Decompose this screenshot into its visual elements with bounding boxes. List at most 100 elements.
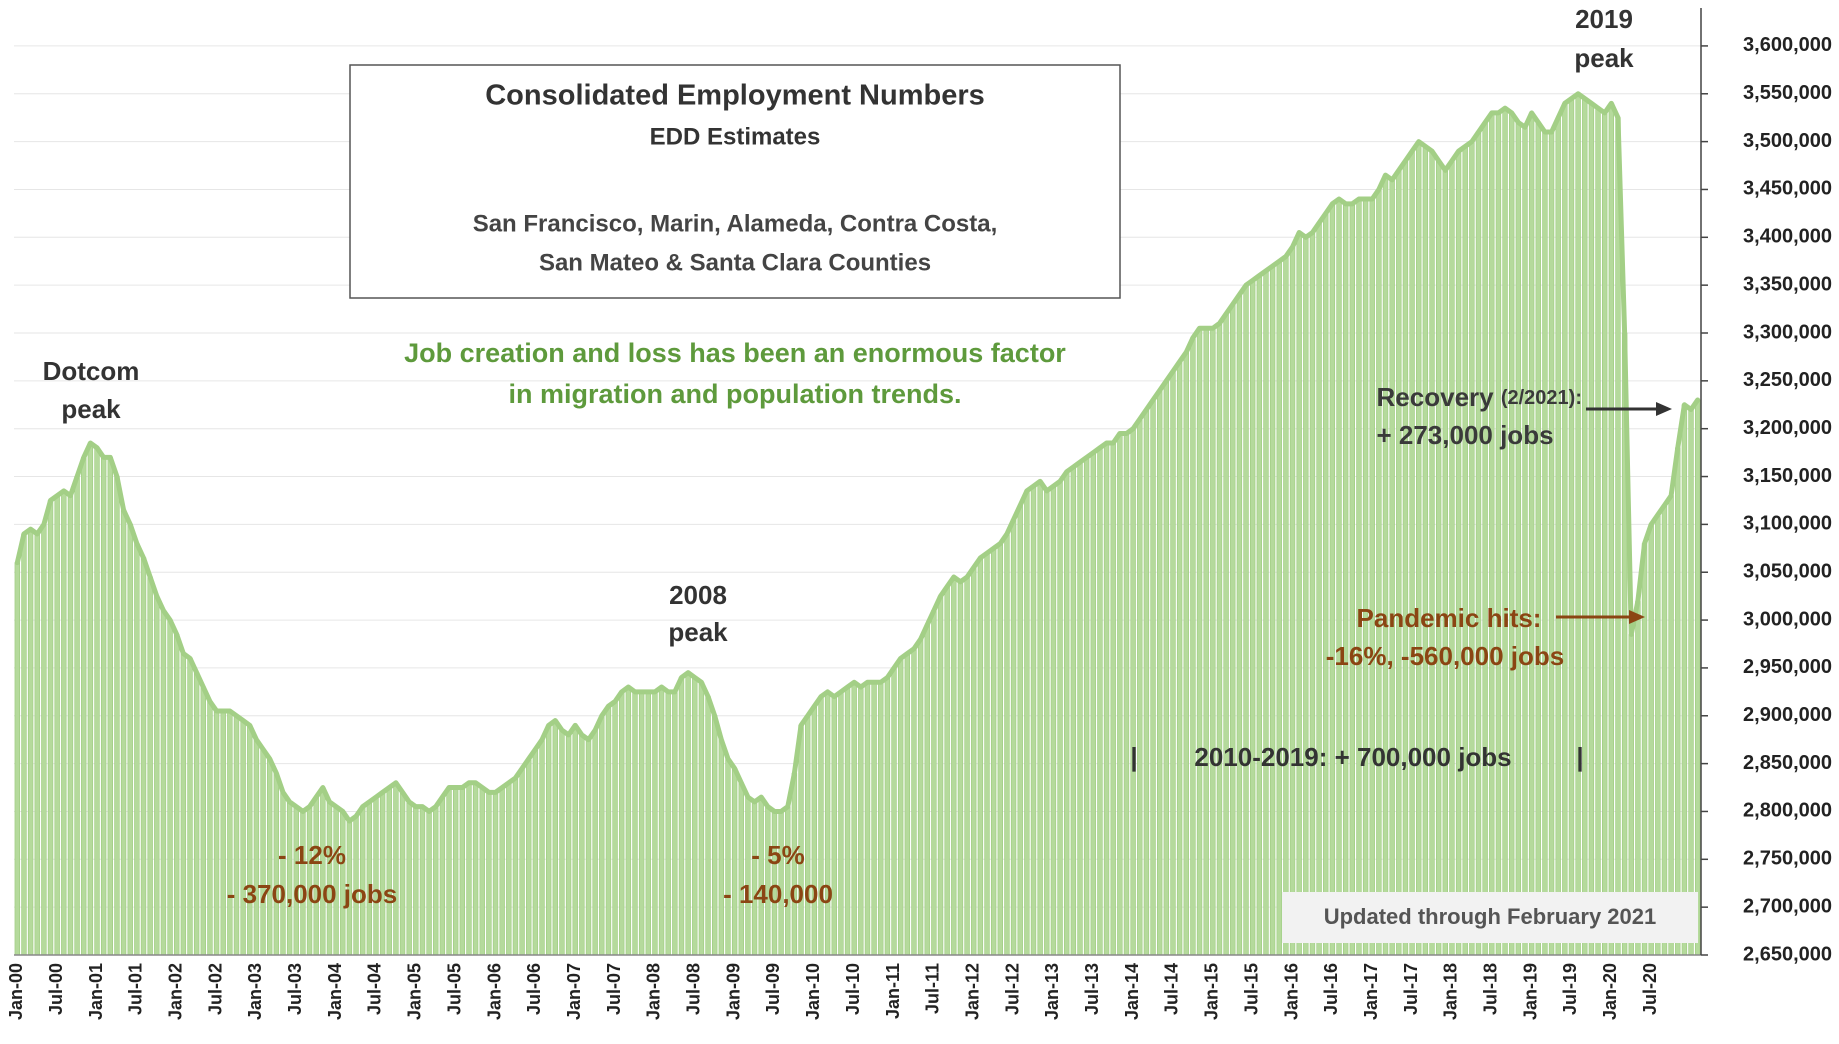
bar [486, 792, 492, 956]
y-tick-label: 3,500,000 [1743, 130, 1832, 152]
bar [87, 442, 94, 956]
bar [247, 725, 253, 956]
bar [213, 710, 220, 956]
bar [373, 796, 379, 956]
bar [1176, 361, 1183, 956]
annotation: peak [668, 617, 728, 647]
bar [1163, 380, 1170, 956]
bar [260, 748, 266, 956]
x-tick-label: Jan-16 [1281, 963, 1301, 1020]
bar [917, 638, 924, 956]
bar [399, 792, 406, 956]
bar [572, 725, 578, 956]
bar [1495, 112, 1502, 956]
x-tick-label: Jul-07 [604, 963, 624, 1015]
bar [678, 677, 685, 956]
bar [971, 567, 977, 956]
bar [579, 734, 585, 956]
bar [1083, 457, 1090, 956]
bar [599, 715, 605, 956]
bar [227, 710, 233, 956]
bar [1356, 198, 1362, 956]
bar [565, 734, 572, 956]
headline: in migration and population trends. [509, 379, 962, 409]
chart-title: Consolidated Employment Numbers [485, 80, 985, 112]
bar [100, 457, 107, 956]
annotation: 2010-2019: + 700,000 jobs [1194, 742, 1511, 772]
bar [931, 610, 937, 956]
bar [1037, 481, 1043, 956]
updated-box [1282, 892, 1698, 943]
trend-line [14, 91, 1701, 824]
bar [1648, 524, 1654, 956]
bar [864, 681, 871, 956]
bar [612, 701, 618, 956]
bar [605, 705, 612, 956]
bar [1044, 490, 1050, 956]
bar [559, 729, 565, 956]
bar [1535, 122, 1541, 956]
bar [1157, 390, 1163, 956]
bar [154, 595, 160, 956]
bar [127, 524, 133, 956]
x-tick-label: Jan-09 [723, 963, 743, 1020]
bar [937, 595, 944, 956]
bar [426, 811, 432, 956]
bar [645, 691, 651, 956]
bar [1694, 399, 1701, 956]
x-tick-label: Jan-02 [165, 963, 185, 1020]
annotation: - 370,000 jobs [227, 879, 398, 909]
arrow-head [1656, 402, 1672, 416]
bar [1442, 170, 1448, 956]
bar [1528, 112, 1535, 956]
bar [1376, 189, 1382, 956]
bar [858, 686, 864, 956]
bar [904, 653, 911, 956]
annotation: + 273,000 jobs [1376, 420, 1553, 450]
bar [379, 792, 386, 956]
bar [625, 686, 632, 956]
y-tick-label: 3,400,000 [1743, 226, 1832, 248]
y-tick-label: 3,600,000 [1743, 34, 1832, 56]
x-tick-label: Jan-01 [86, 963, 106, 1020]
bar [1289, 246, 1296, 956]
bar [658, 686, 665, 956]
bar [406, 801, 412, 956]
x-tick-label: Jan-05 [405, 963, 425, 1020]
bar [1582, 98, 1588, 956]
x-tick-label: Jul-13 [1082, 963, 1102, 1015]
bar [1522, 126, 1528, 956]
bar [1349, 203, 1356, 956]
bar [466, 782, 472, 956]
bar [632, 691, 638, 956]
bar [1542, 131, 1548, 956]
bar [1216, 323, 1223, 956]
bar [964, 576, 970, 956]
bar [1303, 237, 1309, 956]
bar [897, 658, 904, 956]
bar [280, 792, 286, 956]
bar [267, 758, 273, 956]
bar [34, 533, 40, 956]
bar [1123, 433, 1130, 956]
bar [14, 562, 21, 956]
bar [851, 681, 857, 956]
x-tick-label: Jan-19 [1520, 963, 1540, 1020]
bar [884, 677, 891, 956]
bar [685, 672, 691, 956]
bar [1004, 533, 1010, 956]
x-tick-label: Jul-01 [126, 963, 146, 1015]
bar [107, 457, 113, 956]
x-tick-label: Jul-15 [1241, 963, 1261, 1015]
annotation: | [1130, 742, 1137, 772]
bar [526, 758, 532, 956]
bar [1010, 519, 1017, 956]
bar [712, 715, 718, 956]
y-tick-label: 3,550,000 [1743, 82, 1832, 104]
bar [911, 648, 917, 956]
bar [134, 543, 140, 956]
annotation: -16%, -560,000 jobs [1326, 641, 1564, 671]
bar [439, 796, 446, 956]
y-tick-label: 2,850,000 [1743, 752, 1832, 774]
x-tick-label: Jan-15 [1202, 963, 1222, 1020]
